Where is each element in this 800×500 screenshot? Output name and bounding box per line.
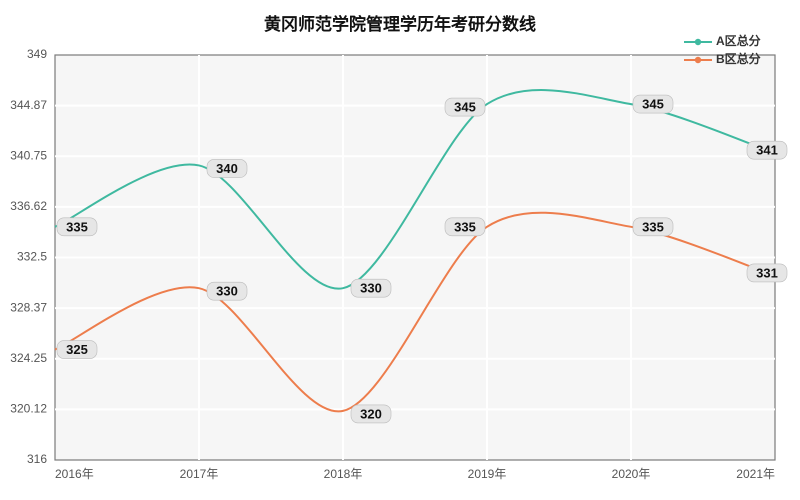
y-tick-label: 316 (27, 452, 47, 466)
x-tick-label: 2018年 (324, 467, 363, 481)
y-tick-label: 336.62 (10, 199, 47, 213)
x-tick-label: 2020年 (612, 467, 651, 481)
data-label: 340 (216, 161, 238, 176)
data-label: 325 (66, 342, 88, 357)
legend-marker (695, 39, 701, 45)
legend-marker (695, 57, 701, 63)
x-tick-label: 2016年 (55, 467, 94, 481)
data-label: 331 (756, 265, 778, 280)
data-label: 345 (642, 97, 664, 112)
data-label: 345 (454, 100, 476, 115)
data-label: 341 (756, 143, 778, 158)
data-label: 330 (216, 284, 238, 299)
y-tick-label: 328.37 (10, 300, 47, 314)
x-tick-label: 2019年 (468, 467, 507, 481)
chart-title: 黄冈师范学院管理学历年考研分数线 (264, 14, 536, 34)
y-tick-label: 344.87 (10, 98, 47, 112)
line-chart: 316 320.12 324.25 328.37 332.5 336.62 340.75 34… (0, 0, 800, 500)
chart-container: 316 320.12 324.25 328.37 332.5 336.62 340.75 34… (0, 0, 800, 500)
x-tick-label: 2017年 (180, 467, 219, 481)
legend-label: B区总分 (716, 51, 761, 66)
y-tick-label: 332.5 (17, 250, 47, 264)
data-label: 320 (360, 406, 382, 421)
data-label: 335 (642, 219, 664, 234)
y-tick-label: 340.75 (10, 148, 47, 162)
y-tick-label: 349 (27, 47, 47, 61)
x-tick-label: 2021年 (736, 467, 775, 481)
data-label: 335 (454, 219, 476, 234)
legend-label: A区总分 (716, 33, 761, 48)
y-tick-label: 320.12 (10, 402, 47, 416)
y-tick-label: 324.25 (10, 351, 47, 365)
data-label: 335 (66, 219, 88, 234)
data-label: 330 (360, 281, 382, 296)
